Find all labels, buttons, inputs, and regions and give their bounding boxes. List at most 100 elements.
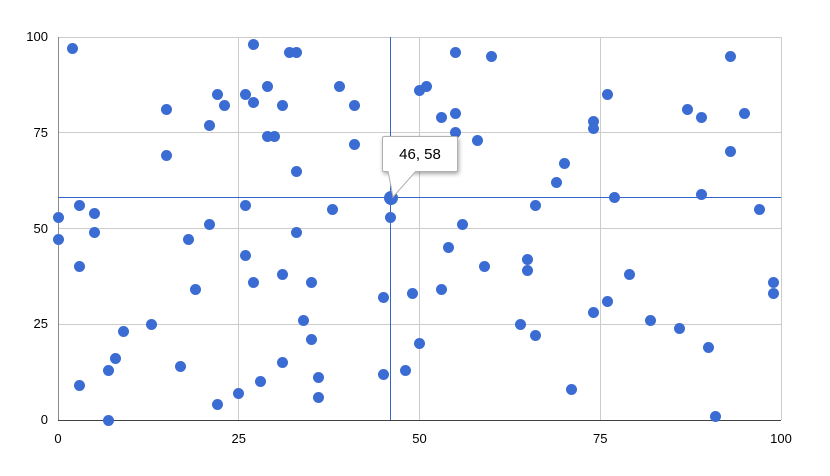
data-point[interactable] xyxy=(88,207,100,219)
data-point[interactable] xyxy=(327,203,339,215)
data-point[interactable] xyxy=(471,134,483,146)
data-point[interactable] xyxy=(739,108,751,120)
data-point[interactable] xyxy=(204,119,216,131)
data-point[interactable] xyxy=(298,314,310,326)
data-point[interactable] xyxy=(74,200,86,212)
data-point[interactable] xyxy=(515,318,527,330)
data-point[interactable] xyxy=(645,314,657,326)
data-point[interactable] xyxy=(753,203,765,215)
data-point[interactable] xyxy=(262,131,274,143)
data-point[interactable] xyxy=(414,337,425,349)
data-point[interactable] xyxy=(695,111,707,123)
data-point[interactable] xyxy=(269,131,281,143)
data-point[interactable] xyxy=(522,265,534,277)
data-point[interactable] xyxy=(703,341,715,353)
data-point[interactable] xyxy=(276,100,288,112)
data-point[interactable] xyxy=(254,376,266,388)
data-point[interactable] xyxy=(442,242,454,254)
data-point[interactable] xyxy=(240,249,252,261)
data-point[interactable] xyxy=(450,46,462,58)
data-point[interactable] xyxy=(768,288,780,300)
data-point[interactable] xyxy=(414,85,425,97)
data-point[interactable] xyxy=(348,100,360,112)
data-point[interactable] xyxy=(117,326,129,338)
data-point[interactable] xyxy=(334,81,346,93)
data-point[interactable] xyxy=(601,88,613,100)
data-point[interactable] xyxy=(587,115,599,127)
data-point[interactable] xyxy=(609,192,621,204)
data-point[interactable] xyxy=(601,295,613,307)
data-point[interactable] xyxy=(110,353,122,365)
data-point[interactable] xyxy=(240,88,252,100)
data-point[interactable] xyxy=(421,81,433,93)
data-point[interactable] xyxy=(247,276,259,288)
data-point[interactable] xyxy=(291,46,303,58)
data-point[interactable] xyxy=(385,211,397,223)
data-point[interactable] xyxy=(305,334,317,346)
data-point[interactable] xyxy=(276,268,288,280)
data-point[interactable] xyxy=(312,391,324,403)
data-point[interactable] xyxy=(52,211,64,223)
data-point[interactable] xyxy=(305,276,317,288)
data-point[interactable] xyxy=(211,399,223,411)
data-point[interactable] xyxy=(276,357,288,369)
data-point[interactable] xyxy=(486,50,498,62)
data-point[interactable] xyxy=(558,157,570,169)
data-point[interactable] xyxy=(674,322,686,334)
data-point[interactable] xyxy=(529,200,541,212)
data-point[interactable] xyxy=(247,96,259,108)
data-point[interactable] xyxy=(103,414,115,426)
data-point[interactable] xyxy=(623,268,635,280)
data-point[interactable] xyxy=(146,318,158,330)
data-point[interactable] xyxy=(160,150,172,162)
data-point[interactable] xyxy=(681,104,693,116)
data-point[interactable] xyxy=(233,387,245,399)
data-point[interactable] xyxy=(247,39,259,51)
data-point[interactable] xyxy=(218,100,230,112)
y-axis-tick-label: 50 xyxy=(33,220,48,236)
data-point[interactable] xyxy=(291,165,303,177)
data-point[interactable] xyxy=(529,330,541,342)
crosshair-vertical-line xyxy=(390,37,392,420)
data-point[interactable] xyxy=(457,219,469,231)
data-point[interactable] xyxy=(211,88,223,100)
data-point[interactable] xyxy=(450,127,462,139)
data-point[interactable] xyxy=(479,261,491,273)
data-point[interactable] xyxy=(74,380,86,392)
data-point[interactable] xyxy=(768,276,780,288)
data-point[interactable] xyxy=(377,368,389,380)
data-point[interactable] xyxy=(565,383,577,395)
data-point[interactable] xyxy=(399,364,411,376)
data-point[interactable] xyxy=(240,200,252,212)
data-point[interactable] xyxy=(710,410,722,422)
data-point[interactable] xyxy=(724,50,736,62)
data-point[interactable] xyxy=(695,188,707,200)
data-point[interactable] xyxy=(450,108,462,120)
data-point[interactable] xyxy=(88,226,100,238)
data-point[interactable] xyxy=(204,219,216,231)
data-point[interactable] xyxy=(587,123,599,135)
data-point[interactable] xyxy=(74,261,86,273)
data-point[interactable] xyxy=(160,104,172,116)
data-point[interactable] xyxy=(175,360,187,372)
data-point[interactable] xyxy=(348,138,360,150)
data-point[interactable] xyxy=(189,284,201,296)
data-point[interactable] xyxy=(182,234,194,246)
data-point[interactable] xyxy=(377,291,389,303)
data-point[interactable] xyxy=(52,234,64,246)
data-point[interactable] xyxy=(66,42,78,54)
data-point[interactable] xyxy=(312,372,324,384)
data-point[interactable] xyxy=(435,111,447,123)
data-point[interactable] xyxy=(262,81,274,93)
data-point[interactable] xyxy=(587,307,599,319)
data-point[interactable] xyxy=(103,364,115,376)
data-point[interactable] xyxy=(724,146,736,158)
data-point[interactable] xyxy=(522,253,534,265)
data-point[interactable] xyxy=(435,284,447,296)
data-point[interactable] xyxy=(283,46,295,58)
data-point[interactable] xyxy=(291,226,303,238)
x-axis-tick-label: 100 xyxy=(770,431,792,446)
data-point[interactable] xyxy=(551,177,563,189)
data-point[interactable] xyxy=(406,288,418,300)
